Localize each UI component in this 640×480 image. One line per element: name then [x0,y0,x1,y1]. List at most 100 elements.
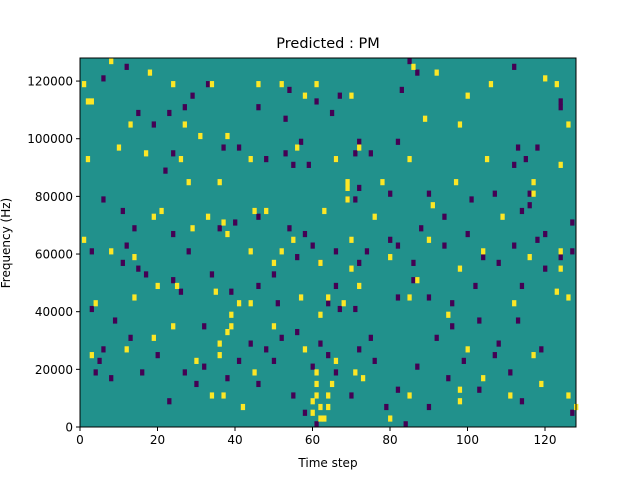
y-tick-label: 60000 [35,248,73,262]
heatmap-cell-high [256,81,261,88]
heatmap-cell-high [190,225,195,232]
heatmap-cell-low [151,121,156,128]
heatmap-cell-low [535,236,540,243]
heatmap-cell-high [539,380,544,388]
heatmap-cell-low [318,340,323,347]
heatmap-cell-high [128,121,133,128]
heatmap-cell-high [333,156,339,163]
heatmap-cell-low [450,300,455,307]
heatmap-cell-high [554,288,559,295]
heatmap-cell-high [566,392,571,399]
x-axis-label: Time step [297,456,357,470]
heatmap-cell-low [140,369,145,376]
heatmap-cell-low [329,109,335,117]
heatmap-cell-low [395,386,401,393]
heatmap-cell-high [182,121,187,128]
heatmap-cell-low [101,196,106,203]
heatmap-cell-high [93,300,98,307]
heatmap-cell-low [217,225,222,232]
heatmap-cell-low [256,104,261,111]
heatmap-cell-high [322,415,327,422]
heatmap-cell-high [457,386,463,393]
heatmap-cell-low [337,305,342,313]
heatmap-cell-high [209,81,215,88]
heatmap-cell-high [271,323,277,330]
heatmap-cell-low [570,409,575,416]
heatmap-cell-high [345,196,350,203]
heatmap-cell-high [171,81,176,88]
heatmap-cell-low [306,161,311,168]
heatmap-cell-high [349,265,354,272]
heatmap-cell-low [291,161,296,168]
heatmap-cell-high [329,380,335,388]
heatmap-cell-low [143,271,149,278]
x-tick-label: 0 [76,433,84,447]
heatmap-cell-low [519,398,525,405]
heatmap-cell-low [287,86,292,93]
heatmap-cell-low [357,184,362,192]
heatmap-cell-low [337,92,342,99]
heatmap-cell-high [422,115,428,122]
heatmap-cell-low [469,196,474,203]
heatmap-cell-high [271,259,277,266]
heatmap-cell-high [322,207,327,215]
heatmap-cell-high [349,92,354,99]
heatmap-cell-low [399,86,404,93]
heatmap-cell-low [403,421,408,428]
heatmap-cell-low [388,190,393,197]
heatmap-cell-low [295,328,300,336]
heatmap-cell-low [182,104,187,111]
heatmap-cell-high [264,207,269,215]
heatmap-cell-low [384,403,389,411]
heatmap-cell-low [326,300,331,307]
y-tick-label: 80000 [35,190,73,204]
heatmap-cell-low [388,236,393,243]
heatmap-cell-low [446,375,451,382]
heatmap-cell-high [481,248,486,255]
heatmap-cell-high [326,294,331,301]
heatmap-cell-low [515,144,521,151]
heatmap-cell-high [481,375,486,382]
heatmap-cell-high [217,340,222,347]
heatmap-cell-low [256,213,261,220]
heatmap-cell-high [353,369,358,376]
heatmap-cell-high [252,207,257,215]
heatmap-cell-high [326,392,331,399]
heatmap-cell-low [97,357,102,364]
heatmap-cell-low [512,161,517,168]
heatmap-cell-low [194,380,199,388]
heatmap-cell-high [543,75,548,82]
heatmap-cell-high [314,392,319,399]
heatmap-cell-high [333,357,339,364]
heatmap-cell-low [558,254,563,261]
heatmap-cell-high [415,277,420,284]
heatmap-cell-high [213,288,218,295]
heatmap-cell-low [333,248,339,255]
heatmap-cell-low [426,403,432,411]
heatmap-cell-low [236,357,242,364]
heatmap-cell-high [109,58,114,65]
heatmap-cell-high [248,156,253,163]
heatmap-cell-low [163,167,168,174]
heatmap-cell-high [318,311,323,318]
heatmap-cell-low [205,81,211,88]
heatmap-cell-low [353,305,358,313]
heatmap-cell-low [512,63,517,70]
heatmap-cell-low [372,357,377,364]
heatmap-cell-low [326,352,331,359]
heatmap-cell-high [155,282,160,290]
heatmap-cell-high [151,334,156,341]
heatmap-cell-high [81,236,87,243]
heatmap-cell-low [368,150,373,157]
heatmap-cell-high [465,92,470,99]
heatmap-cell-low [426,294,432,301]
heatmap-cell-high [248,248,253,255]
heatmap-cell-low [275,300,280,307]
heatmap-cell-low [202,323,207,330]
heatmap-cell-high [302,346,308,353]
heatmap-cell-high [116,144,122,151]
heatmap-cell-low [357,259,362,266]
heatmap-cell-low [519,207,525,215]
heatmap-cell-high [171,323,176,330]
heatmap-cell-low [357,346,362,353]
